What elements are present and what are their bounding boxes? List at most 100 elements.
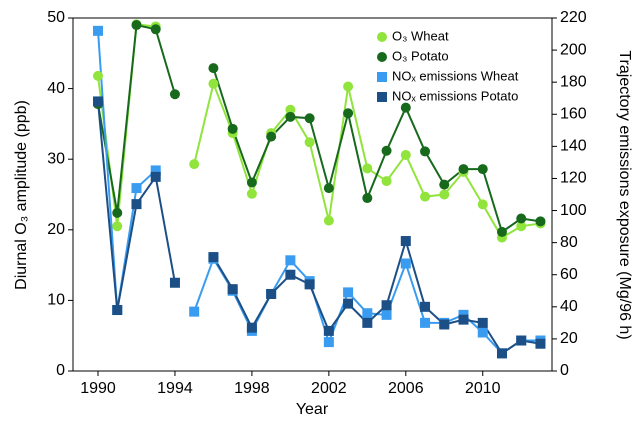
point: [246, 177, 257, 188]
y-tick-label: 30: [47, 150, 65, 167]
y2-tick-label: 100: [560, 202, 587, 219]
x-tick-label: 2006: [388, 380, 424, 397]
point: [535, 216, 546, 227]
point: [362, 317, 373, 328]
point: [227, 284, 238, 295]
point: [381, 300, 392, 311]
point: [266, 288, 277, 299]
point: [285, 269, 296, 280]
point: [343, 298, 354, 309]
y-tick-label: 10: [47, 292, 65, 309]
point: [93, 25, 104, 36]
legend-marker: [377, 52, 387, 62]
y2-tick-label: 160: [560, 105, 587, 122]
point: [516, 221, 527, 232]
y2-tick-label: 0: [560, 362, 569, 379]
point: [477, 199, 488, 210]
point: [343, 81, 354, 92]
point: [420, 301, 431, 312]
point: [285, 111, 296, 122]
y2-tick-label: 120: [560, 170, 587, 187]
point: [535, 338, 546, 349]
point: [477, 327, 488, 338]
point: [189, 306, 200, 317]
y2-tick-label: 60: [560, 266, 578, 283]
point: [189, 159, 200, 170]
point: [112, 305, 123, 316]
y2-tick-label: 220: [560, 9, 587, 26]
point: [323, 337, 334, 348]
point: [458, 314, 469, 325]
point: [477, 317, 488, 328]
y2-tick-label: 140: [560, 138, 587, 155]
x-tick-label: 1990: [80, 380, 116, 397]
point: [439, 319, 450, 330]
point: [304, 279, 315, 290]
point: [381, 176, 392, 187]
point: [420, 317, 431, 328]
point: [112, 221, 123, 232]
x-tick-label: 1998: [234, 380, 270, 397]
y2-tick-label: 20: [560, 330, 578, 347]
point: [246, 322, 257, 333]
point: [150, 24, 161, 35]
point: [458, 164, 469, 175]
legend-marker: [377, 32, 387, 42]
y2-axis-label: Trajectory emissions exposure (Mg/96 h): [616, 50, 633, 339]
point: [439, 179, 450, 190]
point: [304, 113, 315, 124]
point: [323, 183, 334, 194]
point: [516, 335, 527, 346]
legend-label: NOₓ emissions Potato: [392, 88, 518, 103]
legend-marker: [377, 72, 387, 82]
point: [323, 215, 334, 226]
y2-tick-label: 40: [560, 298, 578, 315]
point: [400, 258, 411, 269]
point: [208, 63, 219, 74]
point: [439, 189, 450, 200]
x-tick-label: 2002: [311, 380, 347, 397]
plot-frame: [72, 17, 553, 372]
point: [362, 193, 373, 204]
y2-tick-label: 200: [560, 41, 587, 58]
point: [400, 149, 411, 160]
y2-tick-label: 80: [560, 234, 578, 251]
y2-tick-label: 180: [560, 73, 587, 90]
point: [362, 163, 373, 174]
x-tick-label: 1994: [157, 380, 193, 397]
point: [150, 171, 161, 182]
point: [420, 191, 431, 202]
point: [343, 108, 354, 119]
point: [131, 20, 142, 31]
point: [420, 146, 431, 157]
legend-label: NOₓ emissions Wheat: [392, 68, 519, 83]
point: [93, 70, 104, 81]
point: [93, 96, 104, 107]
point: [496, 226, 507, 237]
point: [304, 137, 315, 148]
point: [381, 145, 392, 156]
point: [227, 123, 238, 134]
point: [131, 183, 142, 194]
legend-label: O₃ Potato: [392, 48, 449, 63]
point: [131, 199, 142, 210]
x-axis-label: Year: [296, 401, 329, 418]
y-tick-label: 40: [47, 80, 65, 97]
point: [208, 252, 219, 263]
point: [285, 104, 296, 115]
point: [477, 164, 488, 175]
y-tick-label: 0: [56, 362, 65, 379]
point: [246, 188, 257, 199]
x-tick-label: 2010: [465, 380, 501, 397]
point: [400, 102, 411, 113]
point: [266, 131, 277, 142]
y-tick-label: 20: [47, 221, 65, 238]
point: [169, 277, 180, 288]
y-axis-label: Diurnal O₃ amplitude (ppb): [13, 100, 30, 290]
point: [496, 348, 507, 359]
point: [208, 78, 219, 89]
point: [362, 308, 373, 319]
point: [400, 236, 411, 247]
point: [169, 89, 180, 100]
